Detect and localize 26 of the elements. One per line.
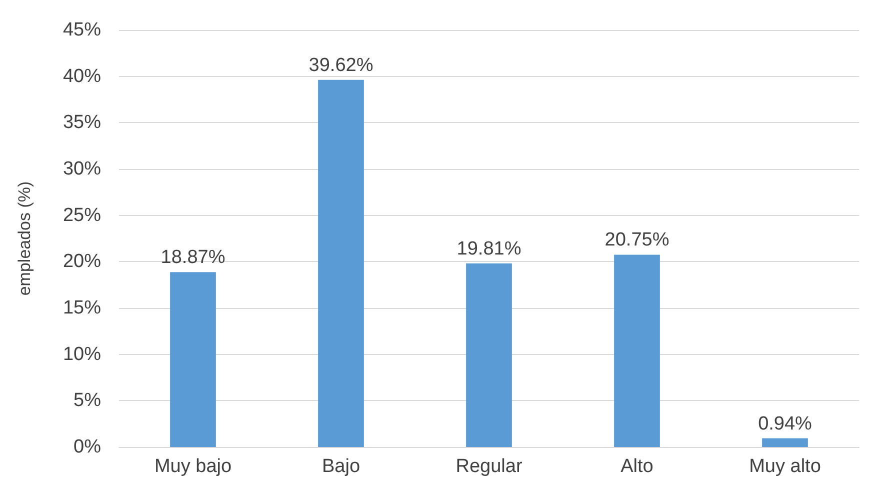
x-tick-label: Alto [620, 456, 654, 477]
y-tick-label: 30% [62, 158, 102, 180]
y-tick-label: 35% [62, 112, 102, 134]
y-tick-label: 20% [62, 251, 102, 272]
y-tick-label: 45% [62, 20, 102, 40]
data-label: 0.94% [758, 413, 812, 434]
bar [170, 272, 216, 447]
x-tick-label: Regular [456, 456, 523, 477]
y-tick-label: 15% [62, 298, 102, 318]
data-label: 20.75% [604, 230, 670, 251]
y-tick-label: 0% [74, 436, 102, 458]
bar [762, 438, 808, 447]
bar [318, 80, 364, 447]
y-tick-label: 5% [74, 390, 102, 412]
y-tick-label: 10% [62, 344, 102, 365]
x-tick-label: Muy alto [749, 456, 821, 477]
x-tick-label: Bajo [322, 456, 360, 477]
x-tick-label: Muy bajo [154, 456, 232, 477]
data-label: 18.87% [160, 247, 226, 268]
data-label: 19.81% [456, 238, 522, 260]
data-label: 39.62% [308, 54, 374, 76]
y-tick-label: 40% [62, 66, 102, 87]
y-axis-title: empleados (%) [15, 181, 34, 296]
bar [466, 263, 512, 447]
y-tick-label: 25% [62, 204, 102, 226]
bar [614, 254, 660, 447]
